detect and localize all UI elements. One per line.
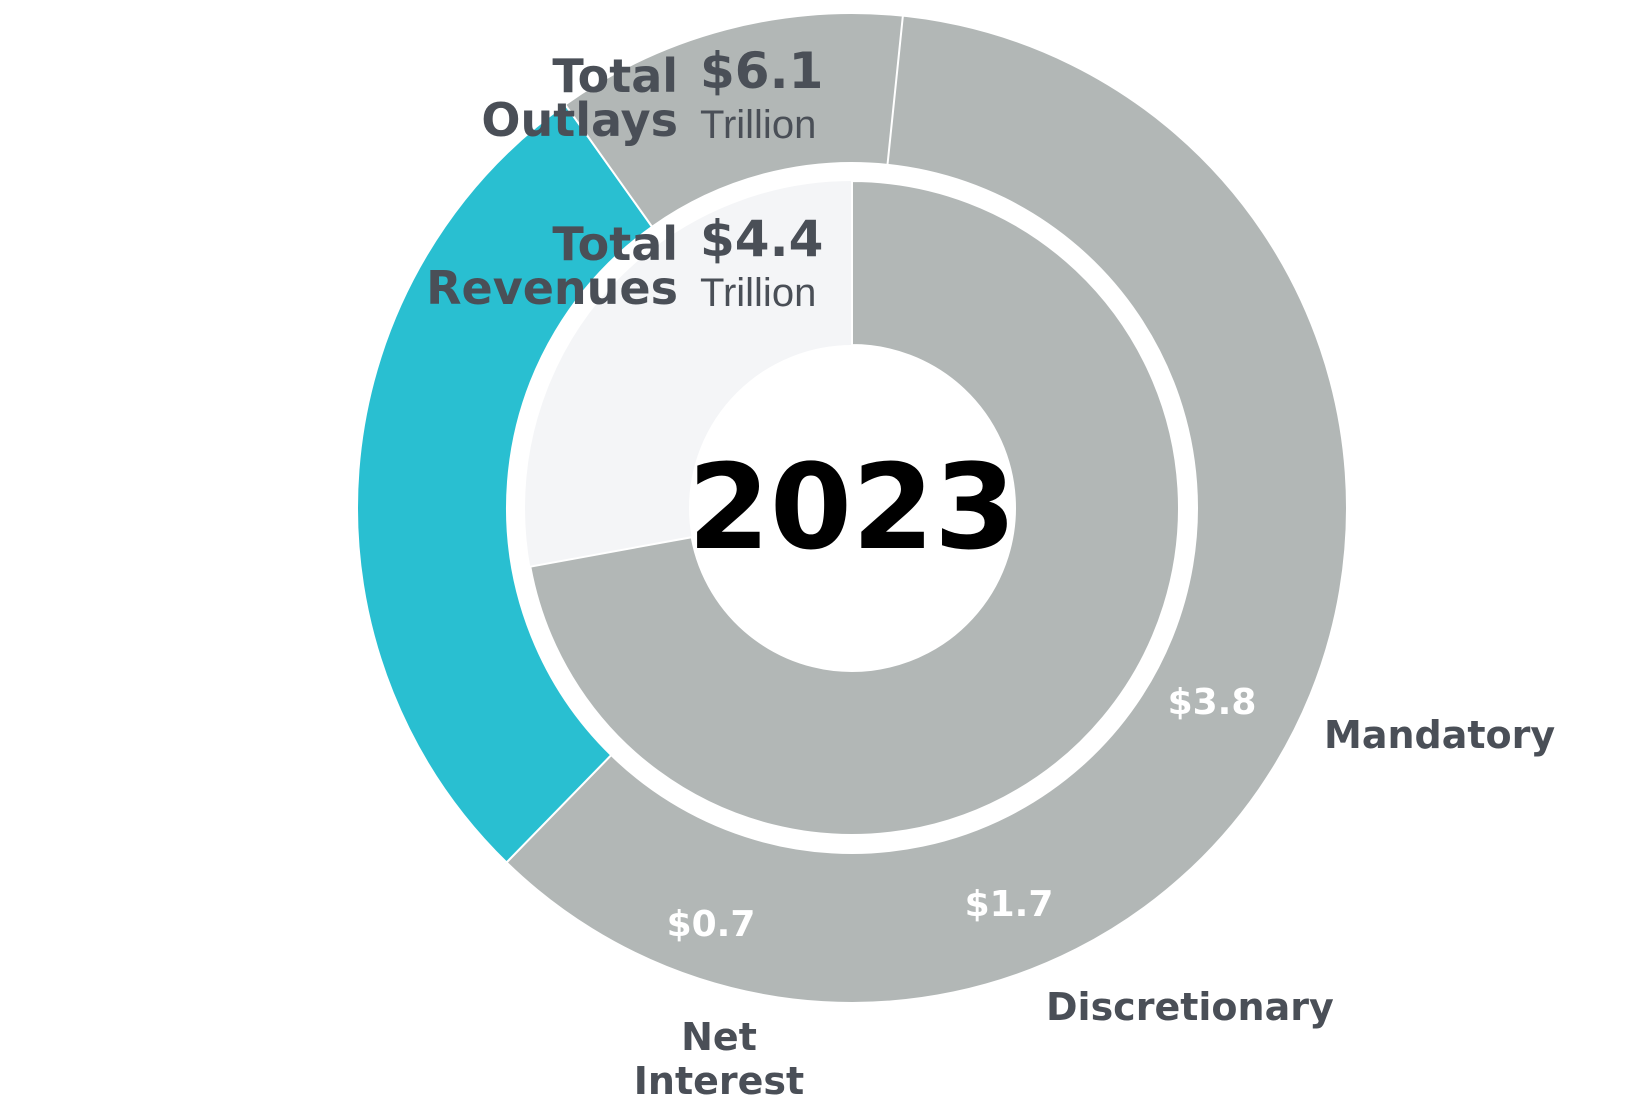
discretionary-name-label: Discretionary — [1046, 985, 1334, 1029]
revenues-title-line1: Total — [552, 217, 678, 271]
net-interest-value-label: $0.7 — [667, 904, 756, 945]
revenues-slice-revenues — [529, 179, 1180, 836]
net-interest-name-line2: Interest — [634, 1059, 804, 1100]
outlays-title-line2: Outlays — [481, 93, 678, 147]
ring-gap — [507, 163, 1197, 853]
revenues-total-unit: Trillion — [700, 271, 816, 315]
discretionary-value-label: $1.7 — [965, 884, 1054, 925]
outlays-total-value: $6.1 — [700, 42, 823, 100]
revenues-total-value: $4.4 — [700, 210, 823, 268]
mandatory-name-label: Mandatory — [1324, 713, 1555, 757]
year-label: 2023 — [688, 438, 1016, 576]
revenues-title-line2: Revenues — [426, 261, 678, 315]
outlays-total-unit: Trillion — [700, 103, 816, 147]
mandatory-value-label: $3.8 — [1168, 682, 1257, 723]
revenues-slices — [529, 179, 1180, 836]
outlays-title-line1: Total — [552, 49, 678, 103]
net-interest-name-line1: Net — [681, 1015, 757, 1059]
